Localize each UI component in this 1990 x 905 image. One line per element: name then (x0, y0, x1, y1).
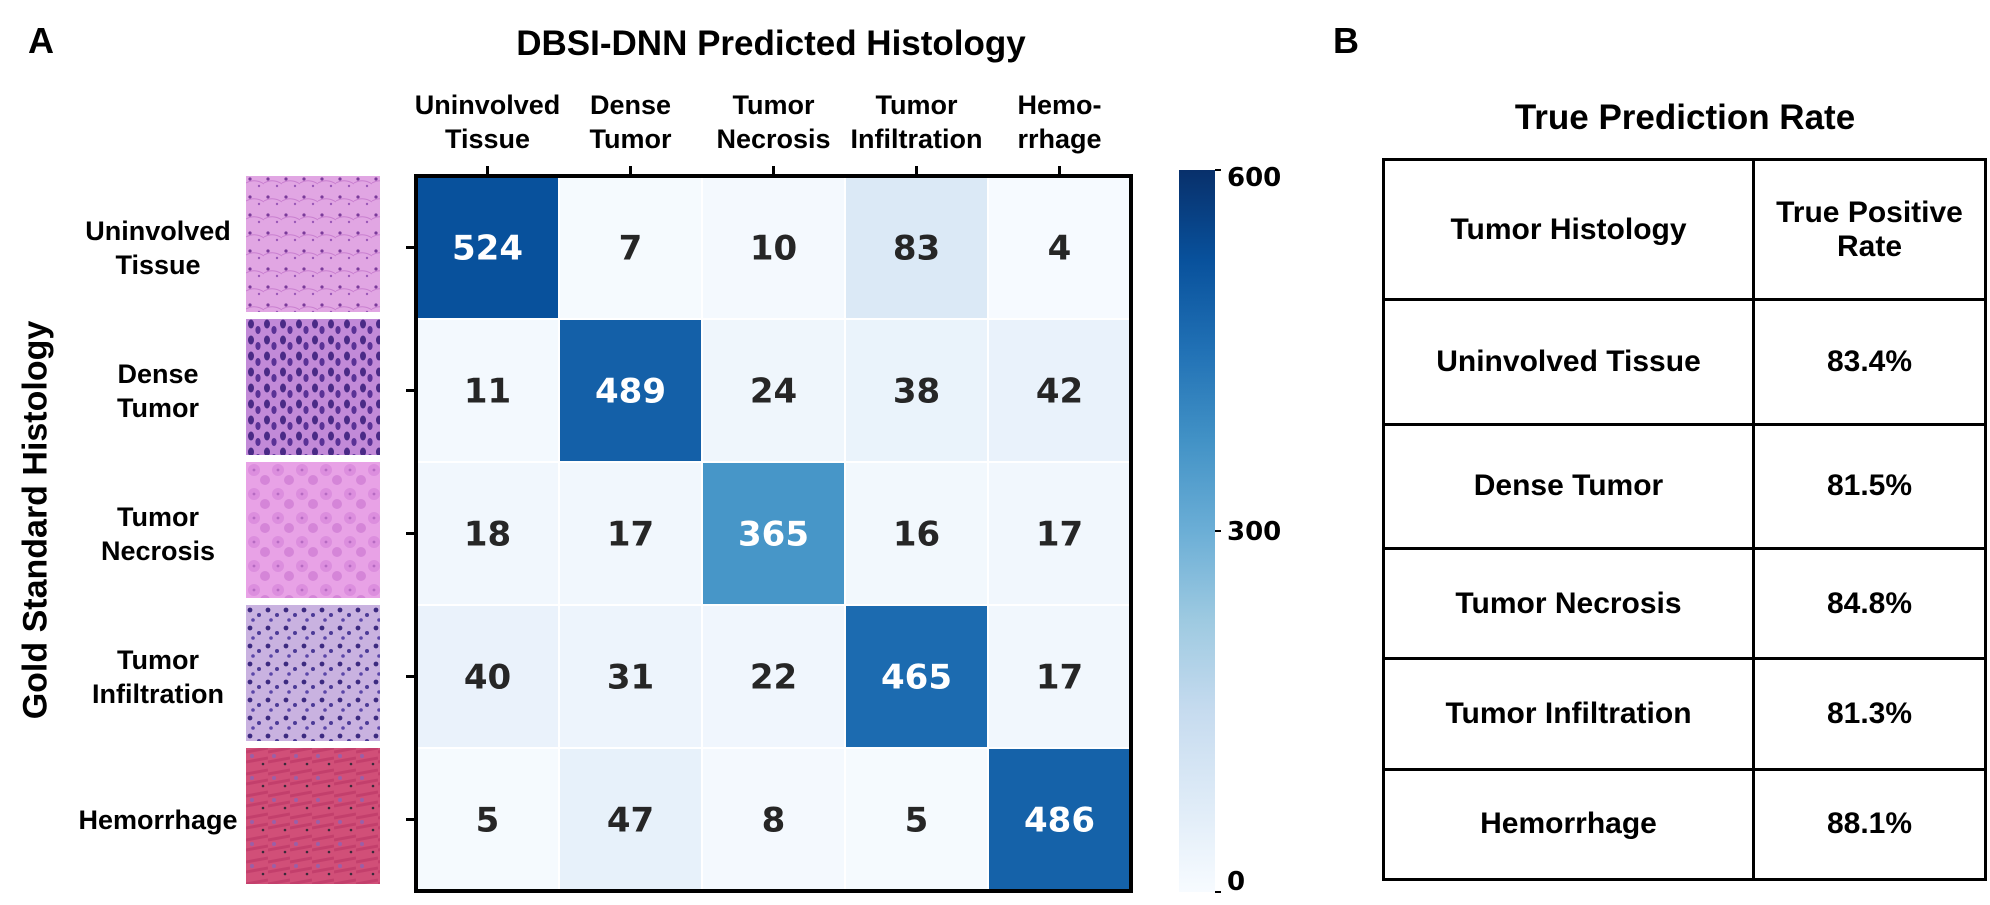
cell-value-label: 17 (607, 515, 654, 555)
cell-value-label: 17 (1036, 658, 1083, 698)
true-prediction-rate-table: Tumor Histology True Positive Rate Uninvol… (1382, 157, 1987, 882)
cell-value-label: 42 (1036, 372, 1083, 412)
colorbar-tick-label: 300 (1227, 517, 1281, 547)
colorbar-tick-label: 0 (1227, 867, 1245, 897)
heatmap-cell (701, 461, 846, 606)
table-row: Tumor Necrosis 84.8% (1382, 547, 1987, 661)
heatmap-cell (701, 604, 846, 749)
rate-cell: 83.4% (1752, 298, 1987, 426)
histology-thumbnail-image (246, 605, 380, 741)
table-title: True Prediction Rate (1514, 98, 1856, 137)
table-row: Uninvolved Tissue 83.4% (1382, 298, 1987, 426)
cell-value-label: 7 (619, 229, 643, 269)
cell-value-label: 18 (464, 515, 511, 555)
cell-value-label: 83 (893, 229, 940, 269)
cell-value-label: 17 (1036, 515, 1083, 555)
heatmap-cell (844, 175, 989, 320)
table-header-row: Tumor Histology True Positive Rate (1382, 157, 1987, 302)
histology-thumbnail-image (246, 462, 380, 598)
row-label: Hemorrhage (78, 804, 238, 835)
heatmap-cell (701, 318, 846, 463)
cell-value-label: 8 (762, 801, 786, 841)
panel-b-label: B (1333, 20, 1359, 61)
histology-cell: Hemorrhage (1382, 767, 1755, 882)
cell-value-label: 5 (476, 801, 500, 841)
heatmap-cell (558, 461, 703, 606)
colorbar-tick-label: 600 (1227, 163, 1281, 193)
cell-value-label: 31 (607, 658, 654, 698)
cell-value-label: 486 (1024, 801, 1095, 841)
heatmap-cell (558, 747, 703, 892)
heatmap-cell (987, 175, 1132, 320)
table-header-cell: True Positive Rate (1752, 157, 1987, 302)
histology-thumbnail-image (246, 176, 380, 312)
column-label: Tumor Necrosis (716, 90, 831, 154)
heatmap-cell (701, 175, 846, 320)
column-label: Uninvolved Tissue (414, 90, 561, 154)
heatmap-cell (844, 318, 989, 463)
column-label: Hemo- rrhage (1017, 90, 1102, 154)
colorbar: 0 300 600 (1179, 163, 1281, 897)
cell-value-label: 24 (750, 372, 797, 412)
column-label: Dense Tumor (589, 90, 672, 154)
heatmap-cell (415, 604, 560, 749)
table-row: Hemorrhage 88.1% (1382, 767, 1987, 882)
row-label: Uninvolved Tissue (85, 215, 231, 280)
cell-value-label: 489 (595, 372, 666, 412)
cell-value-label: 22 (750, 658, 797, 698)
rate-cell: 81.3% (1752, 657, 1987, 771)
heatmap-cell (415, 318, 560, 463)
histology-thumbnail-image (246, 319, 380, 455)
confusion-matrix: 524 7 10 83 4 11 489 24 38 42 18 17 365 16 17 40 31 22 465… (406, 166, 1133, 893)
cell-value-label: 4 (1048, 229, 1072, 269)
row-label: Tumor Infiltration (92, 644, 224, 709)
histology-thumbnails (246, 176, 380, 884)
y-axis-label: Gold Standard Histology (16, 320, 55, 720)
rate-cell: 81.5% (1752, 422, 1987, 551)
heatmap-cell (987, 461, 1132, 606)
cell-value-label: 40 (464, 658, 511, 698)
cell-value-label: 47 (607, 801, 654, 841)
row-label: Tumor Necrosis (100, 501, 216, 566)
cell-value-label: 38 (893, 372, 940, 412)
heatmap-cell (844, 461, 989, 606)
cell-value-label: 10 (750, 229, 797, 269)
histology-cell: Tumor Infiltration (1382, 657, 1755, 771)
colorbar-gradient (1179, 170, 1215, 892)
cell-value-label: 524 (452, 229, 523, 269)
table-row: Dense Tumor 81.5% (1382, 422, 1987, 551)
heatmap-cell (987, 318, 1132, 463)
heatmap-cell (558, 604, 703, 749)
histology-cell: Uninvolved Tissue (1382, 298, 1755, 426)
heatmap-cell (701, 747, 846, 892)
histology-thumbnail-image (246, 748, 380, 884)
column-label: Tumor Infiltration (850, 90, 983, 154)
cell-value-label: 465 (881, 658, 952, 698)
panel-a-label: A (28, 20, 54, 61)
cell-value-label: 16 (893, 515, 940, 555)
rate-cell: 88.1% (1752, 767, 1987, 882)
rate-cell: 84.8% (1752, 547, 1987, 661)
table-header-cell: Tumor Histology (1382, 157, 1755, 302)
cell-value-label: 11 (464, 372, 511, 412)
heatmap-title: DBSI-DNN Predicted Histology (516, 24, 1026, 63)
cell-value-label: 5 (905, 801, 929, 841)
histology-cell: Dense Tumor (1382, 422, 1755, 551)
heatmap-cell (558, 318, 703, 463)
histology-cell: Tumor Necrosis (1382, 547, 1755, 661)
row-label: Dense Tumor (117, 358, 199, 423)
table-row: Tumor Infiltration 81.3% (1382, 657, 1987, 771)
cell-value-label: 365 (738, 515, 809, 555)
